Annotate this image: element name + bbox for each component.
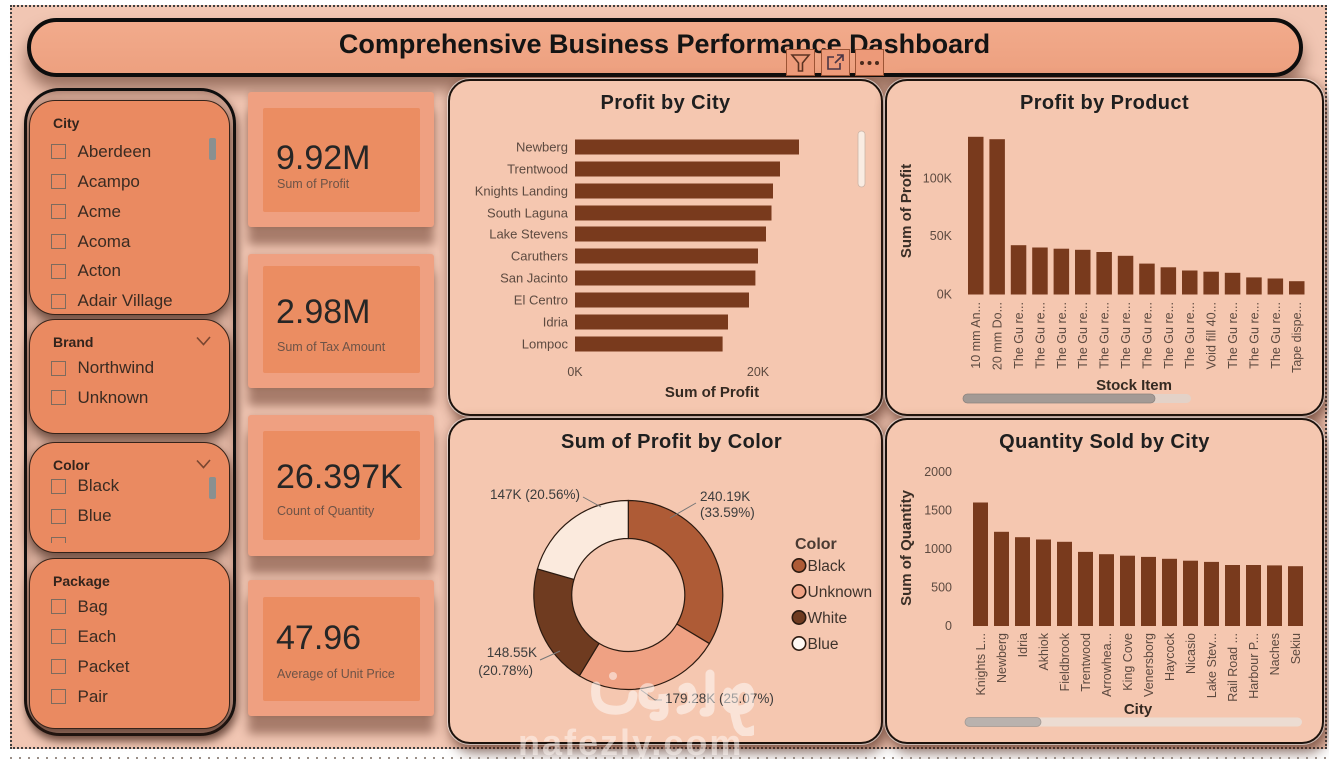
svg-text:Sum of Quantity: Sum of Quantity — [898, 489, 915, 605]
svg-text:Unknown: Unknown — [808, 584, 873, 601]
svg-text:500: 500 — [931, 581, 952, 595]
svg-text:The Gu re...: The Gu re... — [1055, 302, 1069, 369]
svg-text:The Gu re...: The Gu re... — [1183, 302, 1197, 369]
svg-text:The Gu re...: The Gu re... — [1162, 302, 1176, 369]
svg-text:Stock Item: Stock Item — [1096, 377, 1172, 394]
svg-text:Lake Stev...: Lake Stev... — [1205, 633, 1219, 698]
svg-text:Arrowhea...: Arrowhea... — [1100, 633, 1114, 697]
svg-text:100K: 100K — [923, 172, 953, 186]
svg-text:20K: 20K — [747, 365, 770, 379]
svg-text:0K: 0K — [567, 365, 583, 379]
svg-text:Sum of Profit: Sum of Profit — [898, 164, 915, 258]
svg-text:The Gu re...: The Gu re... — [1226, 302, 1240, 369]
svg-text:The Gu re...: The Gu re... — [1034, 302, 1048, 369]
svg-text:10 mm An...: 10 mm An... — [969, 302, 983, 369]
svg-text:The Gu re...: The Gu re... — [1141, 302, 1155, 369]
svg-text:Tape dispe...: Tape dispe... — [1290, 302, 1304, 373]
svg-text:Sekiu: Sekiu — [1289, 633, 1303, 664]
svg-text:Knights Landing: Knights Landing — [475, 184, 568, 199]
svg-text:Rail Road ...: Rail Road ... — [1226, 633, 1240, 702]
svg-text:148.55K: 148.55K — [487, 645, 537, 660]
svg-text:City: City — [1124, 701, 1153, 718]
svg-text:Color: Color — [795, 536, 837, 553]
svg-text:The Gu re...: The Gu re... — [1119, 302, 1133, 369]
svg-text:Knights L...: Knights L... — [974, 633, 988, 696]
svg-text:White: White — [808, 610, 848, 627]
svg-text:Fieldbrook: Fieldbrook — [1058, 632, 1072, 691]
svg-text:The Gu re...: The Gu re... — [1076, 302, 1090, 369]
svg-text:The Gu re...: The Gu re... — [1012, 302, 1026, 369]
svg-text:50K: 50K — [930, 229, 953, 243]
svg-text:Caruthers: Caruthers — [511, 249, 569, 264]
svg-text:Newberg: Newberg — [995, 633, 1009, 683]
svg-text:El Centro: El Centro — [514, 293, 568, 308]
svg-text:Trentwood: Trentwood — [507, 162, 568, 177]
svg-text:1000: 1000 — [924, 542, 952, 556]
svg-text:Haycock: Haycock — [1163, 632, 1177, 681]
svg-text:Akhiok: Akhiok — [1037, 632, 1051, 670]
svg-text:1500: 1500 — [924, 504, 952, 518]
svg-text:Venersborg: Venersborg — [1142, 633, 1156, 697]
svg-text:Sum of Profit: Sum of Profit — [665, 384, 759, 401]
svg-text:20 mm Do...: 20 mm Do... — [991, 302, 1005, 370]
svg-text:Naches: Naches — [1268, 633, 1282, 675]
svg-text:Newberg: Newberg — [516, 140, 568, 155]
svg-text:240.19K: 240.19K — [700, 489, 750, 504]
svg-text:(20.78%): (20.78%) — [478, 663, 533, 678]
svg-text:2000: 2000 — [924, 465, 952, 479]
svg-text:King Cove: King Cove — [1121, 633, 1135, 691]
svg-text:Lake Stevens: Lake Stevens — [489, 227, 568, 242]
svg-text:South Laguna: South Laguna — [487, 206, 569, 221]
svg-text:Void fill 40...: Void fill 40... — [1205, 302, 1219, 369]
svg-text:Trentwood: Trentwood — [1079, 633, 1093, 692]
svg-text:Blue: Blue — [808, 636, 839, 653]
svg-text:Idria: Idria — [1016, 633, 1030, 657]
svg-text:Lompoc: Lompoc — [522, 337, 569, 352]
svg-text:The Gu re...: The Gu re... — [1248, 302, 1262, 369]
svg-text:Idria: Idria — [543, 315, 569, 330]
svg-text:The Gu re...: The Gu re... — [1098, 302, 1112, 369]
svg-text:Nicasio: Nicasio — [1184, 633, 1198, 674]
svg-text:Harbour P...: Harbour P... — [1247, 633, 1261, 699]
svg-text:147K (20.56%): 147K (20.56%) — [490, 487, 580, 502]
svg-text:Black: Black — [808, 558, 846, 575]
svg-text:The Gu re...: The Gu re... — [1269, 302, 1283, 369]
svg-text:(33.59%): (33.59%) — [700, 505, 755, 520]
svg-text:0: 0 — [945, 619, 952, 633]
svg-text:San Jacinto: San Jacinto — [500, 271, 568, 286]
svg-text:0K: 0K — [937, 288, 953, 302]
